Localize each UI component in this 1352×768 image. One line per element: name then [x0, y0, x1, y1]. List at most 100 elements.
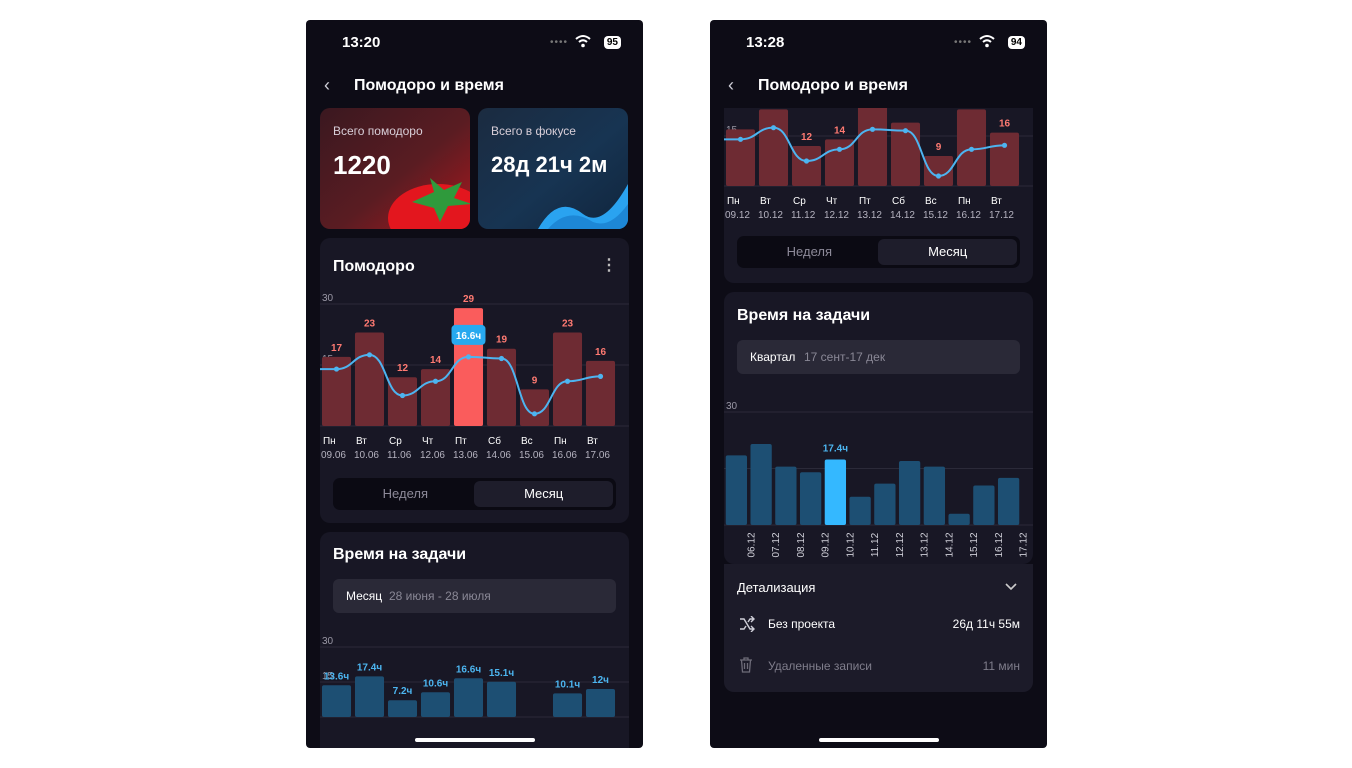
period-selector[interactable]: Квартал 17 сент-17 дек [737, 340, 1020, 374]
x-tick-label: Пн [323, 436, 336, 447]
pomodoro-card: Помодоро ⋮ 15301723121429199231616.6чПн0… [320, 238, 629, 523]
x-date-label: 13.12 [857, 210, 882, 221]
chart-bar [989, 132, 1020, 186]
nav-bar: ‹ Помодоро и время [306, 72, 643, 102]
trash-icon [740, 657, 752, 673]
pomodoro-chart: 151214916Пн09.12Вт10.12Ср11.12Чт12.12Пт1… [724, 108, 1033, 221]
chart-bar [973, 485, 995, 525]
details-row-name: Без проекта [768, 617, 836, 631]
data-label: 9 [936, 142, 942, 153]
data-label: 9 [532, 375, 538, 386]
total-pomodoro-value: 1220 [333, 150, 391, 180]
x-date-label: 09.12 [725, 210, 750, 221]
data-label: 14 [430, 355, 442, 366]
details-row[interactable]: Удаленные записи 11 мин [737, 652, 1020, 682]
x-date-label: 14.06 [486, 450, 511, 461]
chart-tooltip-label: 16.6ч [456, 331, 481, 342]
battery-icon: 95 [603, 36, 621, 49]
tasks-time-card: Время на задачи Квартал 17 сент-17 дек 1… [724, 292, 1033, 564]
tasks-card-title: Время на задачи [737, 307, 871, 324]
tasks-chart: 153017.4ч06.1207.1208.1209.1210.1211.121… [724, 401, 1033, 558]
trend-point [498, 355, 505, 362]
x-tick-label: 12.12 [895, 532, 906, 557]
chart-bar [799, 472, 822, 525]
data-label: 16 [595, 347, 607, 358]
chart-bar [997, 477, 1020, 525]
total-focus-value: 28д 21ч 2м [491, 152, 608, 177]
x-tick-label: Вт [991, 196, 1002, 207]
signal-icon: •••• [549, 37, 568, 48]
x-tick-label: Вт [760, 196, 771, 207]
segment-month[interactable]: Месяц [474, 481, 613, 507]
more-vertical-icon[interactable]: ⋮ [601, 257, 617, 274]
trend-point [902, 128, 909, 134]
data-label: 16.6ч [456, 664, 481, 675]
trend-point [597, 373, 604, 379]
trend-point [869, 126, 876, 132]
wifi-icon [979, 35, 995, 48]
chart-bar [486, 348, 517, 426]
x-date-label: 15.12 [923, 210, 948, 221]
segment-month[interactable]: Месяц [878, 239, 1017, 265]
back-icon[interactable]: ‹ [324, 75, 330, 95]
trend-point [531, 411, 538, 417]
chart-bar [923, 466, 946, 525]
shuffle-icon [740, 616, 755, 632]
x-tick-label: Пт [859, 196, 871, 207]
nav-bar: ‹ Помодоро и время [710, 72, 1047, 102]
tasks-chart: 15 30 13.6ч 17.4ч 7.2ч 10.6ч 16.6ч 15.1ч 10.1ч 12… [320, 636, 629, 718]
chart-bar [420, 692, 451, 717]
chart-bar [791, 146, 822, 186]
chart-bar [857, 108, 888, 186]
x-date-label: 12.12 [824, 210, 849, 221]
details-header[interactable]: Детализация [737, 576, 1020, 600]
tasks-time-card: Время на задачи Месяц 28 июня - 28 июля … [320, 532, 629, 748]
back-icon[interactable]: ‹ [728, 75, 734, 95]
total-pomodoro-card: Всего помодоро 1220 [320, 108, 470, 229]
data-label: 10.1ч [555, 679, 580, 690]
segment-week[interactable]: Неделя [382, 486, 428, 501]
chart-bar [874, 483, 896, 525]
data-label: 14 [834, 125, 846, 136]
chart-bar [519, 389, 550, 426]
x-date-label: 09.06 [321, 450, 346, 461]
data-label: 16 [999, 119, 1011, 130]
scroll-content[interactable]: 151214916Пн09.12Вт10.12Ср11.12Чт12.12Пт1… [710, 108, 1047, 748]
x-date-label: 10.06 [354, 450, 379, 461]
total-focus-label: Всего в фокусе [491, 124, 576, 138]
pomodoro-card-title: Помодоро [333, 258, 415, 275]
data-label: 7.2ч [393, 686, 413, 697]
x-tick-label: Вс [925, 196, 937, 207]
signal-icon: •••• [953, 37, 972, 48]
chart-bar [750, 444, 772, 525]
chart-bar [321, 685, 352, 717]
scroll-content[interactable]: Всего помодоро 1220 Всего в фокусе 28д 2… [306, 108, 643, 748]
details-row[interactable]: Без проекта 26д 11ч 55м [737, 610, 1020, 640]
x-date-label: 16.12 [956, 210, 981, 221]
status-time: 13:28 [746, 34, 785, 51]
segment-week[interactable]: Неделя [786, 244, 832, 259]
data-label: 19 [496, 335, 508, 346]
details-row-duration: 11 мин [982, 659, 1020, 673]
period-segment-control: Неделя Месяц [737, 236, 1020, 268]
chart-bar [486, 681, 517, 717]
chart-bar [453, 678, 484, 717]
x-tick-label: Чт [422, 436, 434, 447]
y-tick-label: 30 [322, 636, 334, 647]
period-selector[interactable]: Месяц 28 июня - 28 июля [333, 579, 616, 613]
tomato-icon [388, 178, 470, 229]
chevron-down-icon [1005, 583, 1017, 591]
data-label: 17.4ч [357, 662, 382, 673]
home-indicator [818, 738, 939, 742]
x-tick-label: 11.12 [870, 532, 881, 557]
chart-bar [585, 689, 616, 717]
x-tick-label: Сб [488, 435, 501, 447]
chart-bar [585, 360, 616, 426]
data-label: 29 [463, 294, 475, 305]
x-tick-label: 15.12 [969, 532, 980, 557]
x-date-label: 12.06 [420, 450, 445, 461]
y-tick-label: 30 [726, 401, 738, 412]
chart-bar [354, 332, 385, 426]
period-kind: Квартал [750, 350, 796, 364]
data-label: 17 [331, 343, 343, 354]
